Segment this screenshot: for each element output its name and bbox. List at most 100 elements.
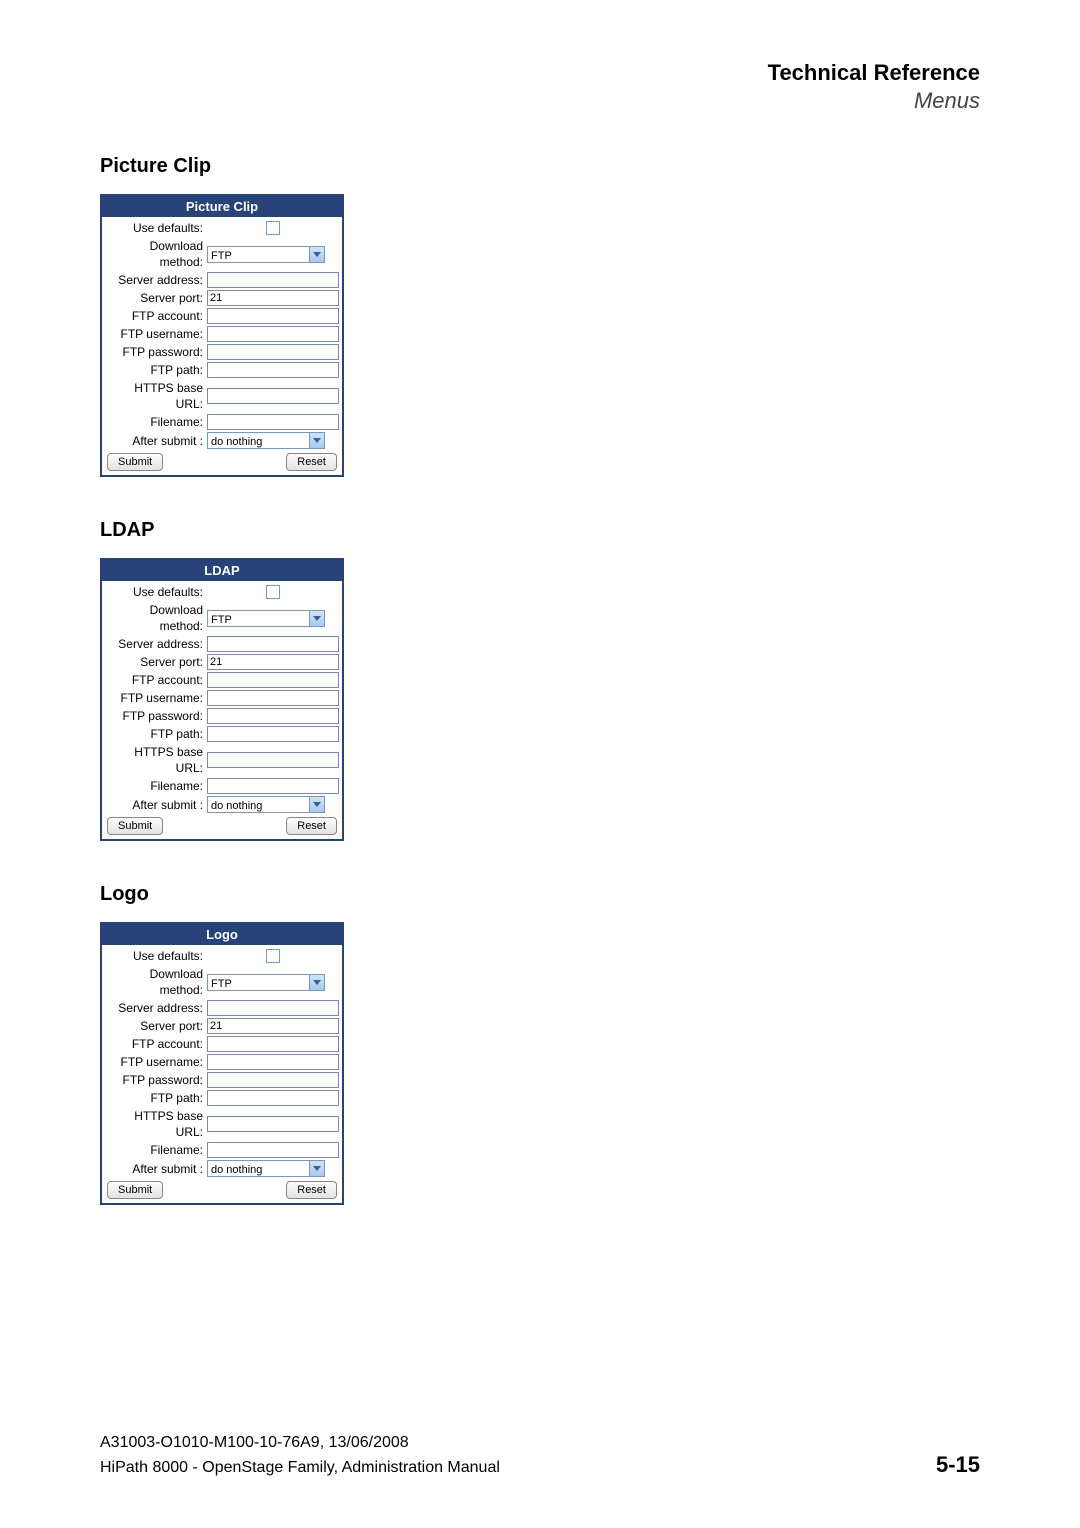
ldap-use_defaults-label: Use defaults: xyxy=(105,584,207,600)
picture-clip-panel-title: Picture Clip xyxy=(102,196,342,217)
ldap-https_base_url-input[interactable] xyxy=(207,752,339,768)
logo-https_base_url-row: HTTPS base URL: xyxy=(105,1107,339,1141)
ldap-use_defaults-checkbox[interactable] xyxy=(266,585,280,599)
picture-clip-server_address-input[interactable] xyxy=(207,272,339,288)
logo-server_port-row: Server port: xyxy=(105,1017,339,1035)
page-number: 5-15 xyxy=(936,1452,980,1478)
logo-submit-button[interactable]: Submit xyxy=(107,1181,163,1199)
ldap-server_address-label: Server address: xyxy=(105,636,207,652)
ldap-use_defaults-row: Use defaults: xyxy=(105,583,339,601)
ldap-after_submit-row: After submit : do nothing xyxy=(105,795,339,814)
logo-ftp_username-input[interactable] xyxy=(207,1054,339,1070)
picture-clip-ftp_path-input[interactable] xyxy=(207,362,339,378)
logo-use_defaults-row: Use defaults: xyxy=(105,947,339,965)
logo-download_method-row: Download method: FTP xyxy=(105,965,339,999)
logo-panel-title: Logo xyxy=(102,924,342,945)
picture-clip-ftp_username-row: FTP username: xyxy=(105,325,339,343)
logo-server_address-label: Server address: xyxy=(105,1000,207,1016)
ldap-reset-button[interactable]: Reset xyxy=(286,817,337,835)
ldap-ftp_path-label: FTP path: xyxy=(105,726,207,742)
logo-use_defaults-checkbox[interactable] xyxy=(266,949,280,963)
chevron-down-icon xyxy=(309,797,324,812)
picture-clip-download_method-select[interactable]: FTP xyxy=(207,246,325,263)
picture-clip-submit-button[interactable]: Submit xyxy=(107,453,163,471)
picture-clip-download_method-value: FTP xyxy=(208,247,309,262)
picture-clip-https_base_url-input[interactable] xyxy=(207,388,339,404)
logo-reset-button[interactable]: Reset xyxy=(286,1181,337,1199)
logo-download_method-value: FTP xyxy=(208,975,309,990)
ldap-server_port-input[interactable] xyxy=(207,654,339,670)
logo-ftp_account-input[interactable] xyxy=(207,1036,339,1052)
logo-filename-row: Filename: xyxy=(105,1141,339,1159)
picture-clip-ftp_password-input[interactable] xyxy=(207,344,339,360)
logo-after_submit-value: do nothing xyxy=(208,1161,309,1176)
ldap-ftp_account-input[interactable] xyxy=(207,672,339,688)
logo-panel-body: Use defaults: Download method: FTP Serve… xyxy=(102,945,342,1203)
logo-after_submit-row: After submit : do nothing xyxy=(105,1159,339,1178)
picture-clip-ftp_account-row: FTP account: xyxy=(105,307,339,325)
logo-ftp_username-row: FTP username: xyxy=(105,1053,339,1071)
picture-clip-server_address-label: Server address: xyxy=(105,272,207,288)
picture-clip-ftp_path-label: FTP path: xyxy=(105,362,207,378)
picture-clip-download_method-label: Download method: xyxy=(105,238,207,270)
logo-ftp_account-label: FTP account: xyxy=(105,1036,207,1052)
ldap-filename-input[interactable] xyxy=(207,778,339,794)
ldap-https_base_url-label: HTTPS base URL: xyxy=(105,744,207,776)
picture-clip-server_port-label: Server port: xyxy=(105,290,207,306)
ldap-ftp_path-input[interactable] xyxy=(207,726,339,742)
picture-clip-after_submit-select[interactable]: do nothing xyxy=(207,432,325,449)
footer-doc-id: A31003-O1010-M100-10-76A9, 13/06/2008 xyxy=(100,1434,980,1452)
ldap-server_address-input[interactable] xyxy=(207,636,339,652)
picture-clip-heading: Picture Clip xyxy=(100,155,980,178)
logo-server_address-row: Server address: xyxy=(105,999,339,1017)
picture-clip-server_port-row: Server port: xyxy=(105,289,339,307)
picture-clip-download_method-row: Download method: FTP xyxy=(105,237,339,271)
picture-clip-filename-label: Filename: xyxy=(105,414,207,430)
logo-after_submit-select[interactable]: do nothing xyxy=(207,1160,325,1177)
logo-ftp_username-label: FTP username: xyxy=(105,1054,207,1070)
logo-https_base_url-input[interactable] xyxy=(207,1116,339,1132)
logo-ftp_path-row: FTP path: xyxy=(105,1089,339,1107)
logo-after_submit-label: After submit : xyxy=(105,1161,207,1177)
picture-clip-filename-row: Filename: xyxy=(105,413,339,431)
logo-server_address-input[interactable] xyxy=(207,1000,339,1016)
logo-download_method-select[interactable]: FTP xyxy=(207,974,325,991)
logo-ftp_path-input[interactable] xyxy=(207,1090,339,1106)
footer-doc-title: HiPath 8000 - OpenStage Family, Administ… xyxy=(100,1459,500,1477)
ldap-ftp_password-input[interactable] xyxy=(207,708,339,724)
logo-ftp_password-label: FTP password: xyxy=(105,1072,207,1088)
header-title: Technical Reference xyxy=(768,60,980,86)
picture-clip-filename-input[interactable] xyxy=(207,414,339,430)
logo-ftp_password-input[interactable] xyxy=(207,1072,339,1088)
ldap-panel-body: Use defaults: Download method: FTP Serve… xyxy=(102,581,342,839)
logo-filename-input[interactable] xyxy=(207,1142,339,1158)
chevron-down-icon xyxy=(309,1161,324,1176)
ldap-download_method-select[interactable]: FTP xyxy=(207,610,325,627)
ldap-ftp_username-input[interactable] xyxy=(207,690,339,706)
picture-clip-panel-body: Use defaults: Download method: FTP Serve… xyxy=(102,217,342,475)
ldap-server_port-row: Server port: xyxy=(105,653,339,671)
ldap-server_address-row: Server address: xyxy=(105,635,339,653)
logo-ftp_password-row: FTP password: xyxy=(105,1071,339,1089)
ldap-download_method-value: FTP xyxy=(208,611,309,626)
picture-clip-use_defaults-checkbox[interactable] xyxy=(266,221,280,235)
logo-server_port-input[interactable] xyxy=(207,1018,339,1034)
ldap-ftp_account-label: FTP account: xyxy=(105,672,207,688)
chevron-down-icon xyxy=(309,433,324,448)
logo-server_port-label: Server port: xyxy=(105,1018,207,1034)
ldap-submit-button[interactable]: Submit xyxy=(107,817,163,835)
picture-clip-ftp_username-input[interactable] xyxy=(207,326,339,342)
ldap-heading: LDAP xyxy=(100,519,980,542)
ldap-after_submit-value: do nothing xyxy=(208,797,309,812)
picture-clip-ftp_account-label: FTP account: xyxy=(105,308,207,324)
picture-clip-after_submit-label: After submit : xyxy=(105,433,207,449)
picture-clip-ftp_account-input[interactable] xyxy=(207,308,339,324)
ldap-after_submit-select[interactable]: do nothing xyxy=(207,796,325,813)
ldap-server_port-label: Server port: xyxy=(105,654,207,670)
logo-use_defaults-label: Use defaults: xyxy=(105,948,207,964)
picture-clip-server_port-input[interactable] xyxy=(207,290,339,306)
picture-clip-reset-button[interactable]: Reset xyxy=(286,453,337,471)
picture-clip-https_base_url-row: HTTPS base URL: xyxy=(105,379,339,413)
ldap-ftp_username-label: FTP username: xyxy=(105,690,207,706)
ldap-ftp_password-row: FTP password: xyxy=(105,707,339,725)
